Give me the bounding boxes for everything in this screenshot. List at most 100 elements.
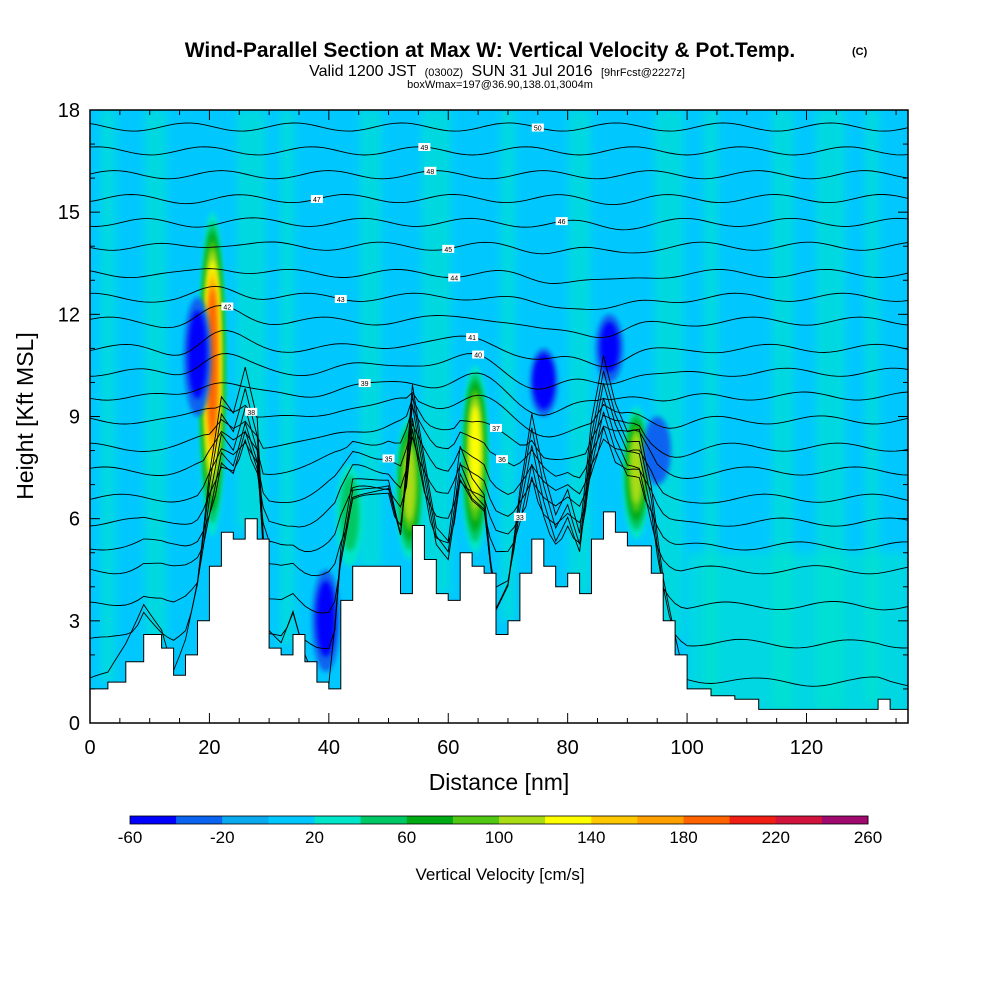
theta-contour bbox=[90, 353, 908, 390]
colorbar-swatch bbox=[268, 816, 315, 824]
x-tick-label: 80 bbox=[557, 737, 579, 759]
colorbar-swatch bbox=[729, 816, 777, 824]
theta-contour bbox=[90, 241, 908, 255]
contour-label: 44 bbox=[450, 275, 458, 282]
title-mark: (C) bbox=[852, 46, 868, 58]
contour-label: 46 bbox=[558, 219, 566, 226]
downdraft-level bbox=[536, 359, 552, 403]
updraft-level bbox=[207, 289, 218, 436]
colorbar-swatch bbox=[176, 816, 223, 824]
weak-updraft-band bbox=[279, 110, 295, 645]
x-axis: 0 20 40 60 80 100 120 bbox=[84, 110, 897, 759]
weak-updraft-band bbox=[100, 110, 116, 683]
colorbar-tick-label: 100 bbox=[485, 828, 513, 847]
colorbar-swatch bbox=[821, 816, 869, 824]
colorbar-swatch bbox=[683, 816, 731, 824]
colorbar-tick-label: -60 bbox=[118, 828, 143, 847]
low-level-zone bbox=[687, 552, 908, 723]
contour-label-bg bbox=[334, 294, 347, 303]
contour-label-bg bbox=[472, 350, 485, 359]
colorbar-swatch bbox=[637, 816, 684, 824]
colorbar-label: Vertical Velocity [cm/s] bbox=[415, 865, 584, 884]
valid-date: SUN 31 Jul 2016 bbox=[472, 63, 593, 80]
contour-label: 43 bbox=[337, 297, 345, 304]
velocity-field: 33 35 36 37 38 39 40 41 42 43 44 45 46 47 48 49 50 bbox=[90, 110, 908, 723]
y-tick-label: 9 bbox=[69, 407, 80, 429]
contour-label: 41 bbox=[468, 335, 476, 342]
contour-label: 38 bbox=[247, 410, 255, 417]
contour-label-bg bbox=[442, 244, 455, 253]
x-tick-label: 60 bbox=[437, 737, 459, 759]
y-tick-label: 0 bbox=[69, 713, 80, 735]
contour-label-bg bbox=[490, 423, 503, 432]
theta-contour bbox=[90, 146, 908, 156]
contour-label: 48 bbox=[426, 169, 434, 176]
colorbar-tick-label: -20 bbox=[210, 828, 235, 847]
theta-contour bbox=[90, 330, 908, 368]
colorbar-tick-label: 20 bbox=[305, 828, 324, 847]
colorbar-swatch bbox=[406, 816, 454, 824]
weak-updraft-band bbox=[703, 110, 719, 696]
contour-label: 35 bbox=[385, 456, 393, 463]
colorbar-swatch bbox=[314, 816, 362, 824]
chart-subtitle: Valid 1200 JST (0300Z) SUN 31 Jul 2016 [… bbox=[309, 63, 685, 80]
theta-contour bbox=[90, 397, 908, 577]
contour-label: 33 bbox=[516, 515, 524, 522]
weak-updraft-band bbox=[421, 110, 451, 594]
contour-label: 36 bbox=[498, 457, 506, 464]
colorbar-tick-label: 60 bbox=[397, 828, 416, 847]
y-axis-label: Height [Kft MSL] bbox=[12, 332, 38, 499]
downdraft-level bbox=[316, 580, 336, 657]
terrain bbox=[90, 511, 908, 723]
colorbar-swatch bbox=[591, 816, 638, 824]
contour-label: 50 bbox=[534, 126, 542, 133]
downdraft-level bbox=[643, 416, 671, 485]
contour-label-bg bbox=[424, 166, 437, 175]
colorbar-tick-label: 180 bbox=[669, 828, 697, 847]
colorbar-tick-label: 140 bbox=[577, 828, 605, 847]
x-tick-label: 100 bbox=[670, 737, 703, 759]
weak-updraft-band bbox=[359, 110, 382, 567]
theta-contour bbox=[90, 285, 908, 310]
valid-time: Valid 1200 JST bbox=[309, 63, 417, 80]
y-tick-label: 3 bbox=[69, 611, 80, 633]
contour-label: 42 bbox=[223, 305, 231, 312]
theta-contour bbox=[90, 372, 908, 416]
contour-label: 37 bbox=[492, 426, 500, 433]
contour-label-bg bbox=[310, 195, 323, 204]
contour-label-bg bbox=[495, 455, 508, 464]
colorbar-tick-label: 260 bbox=[854, 828, 882, 847]
colorbar-swatch bbox=[360, 816, 408, 824]
colorbar-frame bbox=[129, 815, 869, 825]
theta-contour bbox=[90, 170, 908, 180]
colorbar-swatch bbox=[222, 816, 269, 824]
box-note: boxWmax=197@36.90,138.01,3004m bbox=[407, 79, 593, 91]
y-tick-label: 6 bbox=[69, 509, 80, 531]
contour-label-bg bbox=[466, 333, 479, 342]
colorbar-swatch bbox=[499, 816, 546, 824]
updraft-level bbox=[630, 433, 643, 504]
contour-label: 40 bbox=[474, 353, 482, 360]
contour-label-bg bbox=[418, 143, 431, 152]
contour-label-bg bbox=[531, 123, 544, 132]
y-tick-label: 12 bbox=[58, 304, 80, 326]
colorbar-swatch bbox=[130, 816, 177, 824]
x-axis-label: Distance [nm] bbox=[429, 769, 570, 795]
contour-label-bg bbox=[513, 512, 526, 521]
contour-label-bg bbox=[221, 302, 234, 311]
chart-title: Wind-Parallel Section at Max W: Vertical… bbox=[185, 39, 796, 62]
vertical-bands bbox=[100, 110, 908, 723]
contour-label-bg bbox=[245, 407, 258, 416]
x-tick-label: 120 bbox=[790, 737, 823, 759]
x-tick-label: 40 bbox=[318, 737, 340, 759]
forecast-info: [9hrFcst@2227z] bbox=[601, 67, 685, 79]
theta-contour bbox=[90, 425, 908, 528]
theta-contour bbox=[90, 383, 908, 614]
theta-contour bbox=[90, 194, 908, 206]
downdraft-level bbox=[188, 310, 207, 399]
theta-contour bbox=[90, 217, 908, 231]
contour-label: 45 bbox=[444, 247, 452, 254]
theta-contour bbox=[90, 370, 908, 650]
